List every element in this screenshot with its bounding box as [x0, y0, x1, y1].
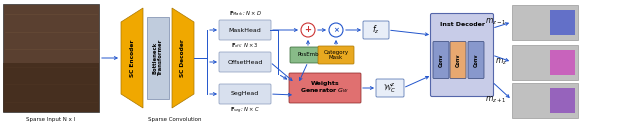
Polygon shape — [512, 83, 578, 118]
Polygon shape — [3, 4, 99, 112]
Text: Conv: Conv — [474, 53, 479, 67]
FancyBboxPatch shape — [431, 14, 493, 96]
FancyBboxPatch shape — [219, 52, 271, 72]
FancyBboxPatch shape — [363, 21, 389, 39]
Polygon shape — [121, 8, 143, 108]
Text: $m_{z-1}$: $m_{z-1}$ — [485, 17, 507, 27]
Text: $m_z$: $m_z$ — [495, 57, 507, 67]
Text: $\mathbf{F}_{Mask}$: $N \times D$: $\mathbf{F}_{Mask}$: $N \times D$ — [228, 9, 261, 18]
FancyBboxPatch shape — [289, 73, 361, 103]
FancyBboxPatch shape — [219, 84, 271, 104]
Text: Weights
Generator $G_W$: Weights Generator $G_W$ — [300, 81, 349, 95]
Text: PosEmb: PosEmb — [297, 53, 319, 58]
FancyBboxPatch shape — [219, 20, 271, 40]
Text: $f_z$: $f_z$ — [372, 24, 380, 36]
Text: $\mathcal{W}_C^z$: $\mathcal{W}_C^z$ — [383, 81, 397, 95]
Text: Inst Decoder: Inst Decoder — [440, 22, 484, 26]
Text: Conv: Conv — [456, 53, 461, 67]
Text: Sparse Convolution: Sparse Convolution — [148, 118, 202, 123]
Text: SC Decoder: SC Decoder — [180, 39, 186, 77]
Text: MaskHead: MaskHead — [228, 27, 261, 33]
Text: SC Encoder: SC Encoder — [129, 39, 134, 77]
Text: Conv: Conv — [438, 53, 444, 67]
Text: OffsetHead: OffsetHead — [227, 59, 262, 64]
Polygon shape — [3, 63, 99, 112]
Polygon shape — [550, 50, 575, 75]
Text: Sparse Input N x I: Sparse Input N x I — [26, 118, 76, 123]
Circle shape — [329, 23, 343, 37]
FancyBboxPatch shape — [376, 79, 404, 97]
Text: +: + — [305, 26, 312, 34]
Text: Bottleneck
Transformer: Bottleneck Transformer — [153, 40, 163, 76]
Polygon shape — [550, 10, 575, 34]
Text: $\mathbf{F}_{off}$: $N \times 3$: $\mathbf{F}_{off}$: $N \times 3$ — [231, 41, 259, 50]
Text: $\mathbf{F}_{seg}$: $N \times C$: $\mathbf{F}_{seg}$: $N \times C$ — [230, 106, 260, 116]
Polygon shape — [172, 8, 194, 108]
FancyBboxPatch shape — [450, 42, 466, 79]
Polygon shape — [512, 45, 578, 79]
Text: $m_{z+1}$: $m_{z+1}$ — [485, 95, 507, 105]
Polygon shape — [550, 87, 575, 112]
FancyBboxPatch shape — [468, 42, 484, 79]
Circle shape — [301, 23, 315, 37]
FancyBboxPatch shape — [433, 42, 449, 79]
FancyBboxPatch shape — [147, 17, 169, 99]
Text: ×: × — [333, 27, 339, 33]
Text: Category
Mask: Category Mask — [323, 50, 349, 60]
FancyBboxPatch shape — [318, 46, 354, 64]
Polygon shape — [512, 5, 578, 39]
FancyBboxPatch shape — [290, 47, 326, 63]
Text: SegHead: SegHead — [231, 91, 259, 96]
